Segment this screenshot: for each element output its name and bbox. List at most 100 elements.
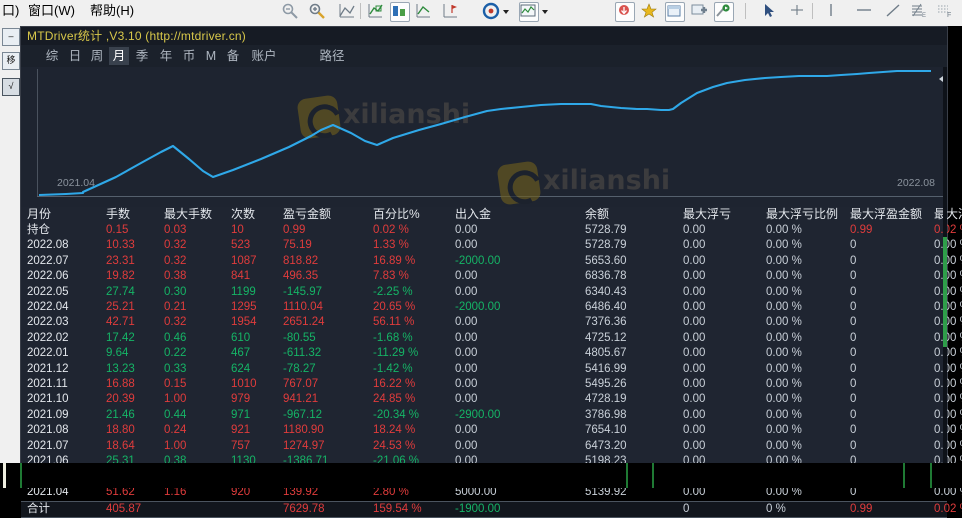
header-col-count[interactable]: 次数	[231, 207, 256, 221]
header-col-max-float-loss[interactable]: 最大浮亏	[683, 207, 732, 221]
table-row[interactable]: 2022.07 23.31 0.32 1087 818.82 16.89 % -2000.0…	[21, 254, 962, 269]
cell-percent: 20.65 %	[373, 301, 416, 313]
line-chart-icon[interactable]	[414, 2, 432, 20]
vertical-line-icon[interactable]	[822, 2, 840, 20]
table-row[interactable]: 2021.11 16.88 0.15 1010 767.07 16.22 % 0.00 549…	[21, 377, 962, 392]
cell-max-float-loss-pct: 0.00 %	[766, 439, 802, 452]
cell-max-float-profit: 0	[850, 424, 857, 437]
dock-button-check[interactable]: √	[2, 78, 20, 96]
header-col-max-lots[interactable]: 最大手数	[164, 207, 213, 221]
scrollbar-thumb[interactable]	[943, 237, 947, 347]
chevron-down-icon[interactable]	[502, 2, 510, 20]
favorite-star-icon[interactable]	[640, 2, 658, 20]
table-row[interactable]: 2022.01 9.64 0.22 467 -611.32 -11.29 % 0.00 480…	[21, 346, 962, 361]
menu-item-0[interactable]: 口)	[2, 3, 20, 18]
header-col-max-float-profit-pct[interactable]: 最大浮盈比例	[934, 207, 962, 221]
flag-chart-icon[interactable]	[441, 2, 459, 20]
table-row[interactable]: 2021.09 21.46 0.44 971 -967.12 -20.34 % -2900.…	[21, 408, 962, 423]
cell-lots: 17.42	[106, 331, 135, 344]
magic-wand-icon[interactable]	[714, 2, 734, 22]
crosshair-chart-icon[interactable]	[338, 2, 356, 20]
equity-chart[interactable]: xilianshi xilianshi 2021.04 2022.08	[21, 67, 947, 207]
table-row[interactable]: 2022.04 25.21 0.21 1295 1110.04 20.65 % -2000.…	[21, 300, 962, 315]
dock-button-move[interactable]: 移	[2, 52, 20, 70]
cell-percent: -11.29 %	[373, 347, 419, 360]
cell-max-lots: 0.30	[164, 285, 187, 298]
menu-item-window[interactable]: 窗口(W)	[28, 3, 75, 18]
add-plus-icon[interactable]	[690, 2, 708, 20]
crosshair-icon[interactable]	[788, 2, 806, 20]
cell-lots: 18.80	[106, 424, 135, 437]
menu-item-help[interactable]: 帮助(H)	[90, 3, 135, 18]
cell-pnl: 1110.04	[283, 301, 323, 313]
window-vertical-scrollbar[interactable]	[943, 67, 947, 463]
indicator-window-icon[interactable]	[519, 2, 539, 22]
tab-zong[interactable]: 综	[45, 49, 59, 63]
trend-line-icon[interactable]	[884, 2, 902, 20]
cell-lots: 13.23	[106, 362, 135, 375]
table-row[interactable]: 2021.12 13.23 0.33 624 -78.27 -1.42 % 0.00 5416…	[21, 362, 962, 377]
download-red-icon[interactable]	[615, 2, 635, 22]
cursor-arrow-icon[interactable]	[760, 2, 778, 20]
fibonacci-icon[interactable]: E	[910, 2, 928, 20]
header-col-pnl[interactable]: 盈亏金额	[283, 207, 332, 221]
table-row[interactable]: 持仓 0.15 0.03 10 0.99 0.02 % 0.00 5728.79 0.00 0.0…	[21, 223, 962, 238]
cell-lots: 405.87	[106, 503, 142, 515]
new-window-icon[interactable]	[665, 2, 685, 22]
table-row[interactable]: 2022.08 10.33 0.32 523 75.19 1.33 % 0.00 5728.7…	[21, 238, 962, 253]
table-row[interactable]: 2022.06 19.82 0.38 841 496.35 7.83 % 0.00 6836.…	[21, 269, 962, 284]
cell-deposit: 0.00	[455, 424, 478, 437]
table-row[interactable]: 2022.05 27.74 0.30 1199 -145.97 -2.25 % 0.00 63…	[21, 285, 962, 300]
tab-note[interactable]: 备	[226, 49, 240, 63]
tab-m[interactable]: M	[205, 49, 217, 63]
tab-month[interactable]: 月	[109, 47, 129, 65]
header-col-lots[interactable]: 手数	[106, 207, 131, 221]
cell-count: 624	[231, 362, 251, 375]
tab-currency[interactable]: 币	[182, 49, 196, 63]
tab-day[interactable]: 日	[68, 49, 82, 63]
header-col-month[interactable]: 月份	[27, 207, 52, 221]
grid-chart-icon[interactable]	[366, 2, 384, 20]
chevron-down-icon-2[interactable]	[541, 2, 549, 20]
tab-account[interactable]: 账户	[251, 49, 277, 63]
tab-year[interactable]: 年	[159, 49, 173, 63]
cell-percent: 1.33 %	[373, 239, 409, 252]
header-col-deposit[interactable]: 出入金	[455, 207, 492, 221]
minimize-icon[interactable]: –	[2, 28, 20, 46]
cell-max-float-loss-pct: 0.00 %	[766, 408, 802, 421]
cell-count: 921	[231, 424, 251, 437]
cell-balance: 5728.79	[585, 239, 627, 252]
header-col-max-float-profit[interactable]: 最大浮盈金额	[850, 207, 923, 221]
zoom-out-icon[interactable]	[281, 2, 299, 20]
cell-deposit: 0.00	[455, 224, 478, 236]
text-f-icon[interactable]: F	[936, 2, 954, 20]
bar-table-icon[interactable]	[390, 2, 410, 22]
statistics-table: 月份 手数 最大手数 次数 盈亏金额 百分比% 出入金 余额 最大浮亏 最大浮亏比例 最大浮盈金额最…	[21, 207, 962, 518]
table-row[interactable]: 2022.02 17.42 0.46 610 -80.55 -1.68 % 0.00 4725…	[21, 331, 962, 346]
cell-deposit: 0.00	[455, 285, 478, 298]
zoom-in-icon[interactable]	[308, 2, 326, 20]
toolbar-separator-2	[745, 3, 746, 19]
header-col-balance[interactable]: 余额	[585, 207, 610, 221]
table-row[interactable]: 2021.07 18.64 1.00 757 1274.97 24.53 % 0.00 647…	[21, 439, 962, 454]
cell-max-float-loss: 0.00	[683, 347, 706, 360]
cell-deposit: 0.00	[455, 378, 478, 390]
table-row[interactable]: 2022.03 42.71 0.32 1954 2651.24 56.11 % 0.00 73…	[21, 315, 962, 330]
cell-max-float-profit: 0	[850, 408, 857, 421]
target-circle-icon[interactable]	[482, 2, 500, 20]
table-header-row: 月份 手数 最大手数 次数 盈亏金额 百分比% 出入金 余额 最大浮亏 最大浮亏比例 最大浮盈金额最…	[21, 207, 962, 222]
cell-max-lots: 0.38	[164, 270, 187, 283]
table-row[interactable]: 2021.10 20.39 1.00 979 941.21 24.85 % 0.00 4728…	[21, 392, 962, 407]
table-total-row[interactable]: 合计 405.87 7629.78 159.54 % -1900.00 0 0 % 0.99 0…	[21, 501, 962, 518]
tab-week[interactable]: 周	[90, 49, 104, 63]
cell-max-float-loss-pct: 0.00 %	[766, 301, 802, 313]
header-col-percent[interactable]: 百分比%	[373, 207, 420, 221]
horizontal-line-icon[interactable]	[855, 2, 873, 20]
table-row[interactable]: 2021.08 18.80 0.24 921 1180.90 18.24 % 0.00 765…	[21, 423, 962, 438]
tab-quarter[interactable]: 季	[135, 49, 149, 63]
header-col-max-float-loss-pct[interactable]: 最大浮亏比例	[766, 207, 839, 221]
cell-max-float-loss-pct: 0.00 %	[766, 316, 802, 329]
tab-path[interactable]: 路径	[319, 49, 345, 63]
cell-pnl: 818.82	[283, 254, 319, 267]
cell-max-lots: 0.22	[164, 347, 187, 360]
